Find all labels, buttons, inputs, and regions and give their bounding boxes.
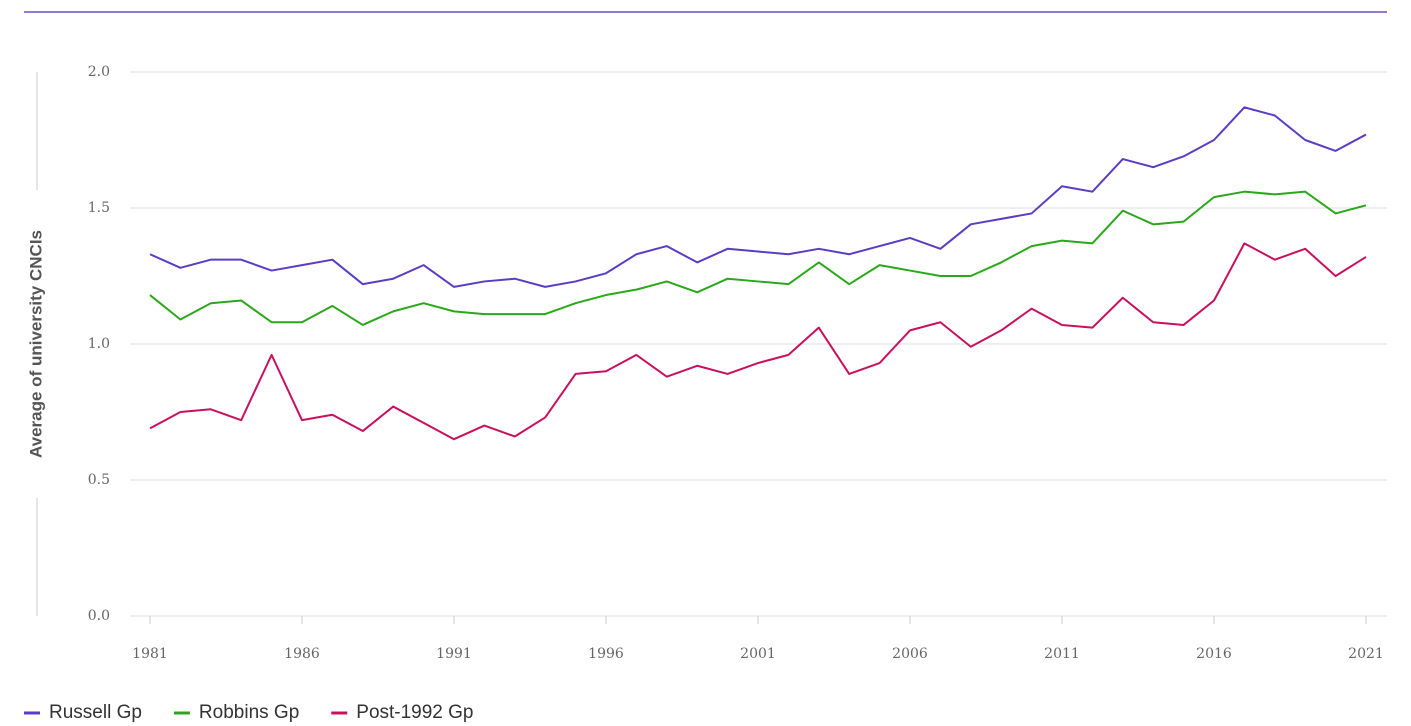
x-tick-label: 2006 (892, 646, 928, 662)
x-tick-label: 2016 (1196, 646, 1232, 662)
series-line (149, 242, 1367, 441)
legend-label: Russell Gp (49, 702, 142, 723)
series-line (149, 190, 1367, 326)
series-line (149, 106, 1367, 288)
x-tick-label: 1986 (284, 646, 320, 662)
x-tick-label: 2021 (1348, 646, 1384, 662)
y-axis-title: Average of university CNCIs (26, 230, 45, 458)
legend-label: Robbins Gp (199, 702, 299, 723)
x-tick-label: 1981 (132, 646, 168, 662)
x-tick-label: 1991 (436, 646, 472, 662)
x-tick-label: 2001 (740, 646, 776, 662)
x-tick-label: 1996 (588, 646, 624, 662)
y-tick-label: 2.0 (88, 64, 110, 80)
y-tick-label: 1.0 (88, 336, 110, 352)
x-tick-label: 2011 (1044, 646, 1080, 662)
y-tick-label: 1.5 (88, 200, 110, 216)
legend-label: Post-1992 Gp (356, 702, 473, 723)
y-tick-label: 0.0 (88, 608, 110, 624)
y-tick-label: 0.5 (88, 472, 110, 488)
